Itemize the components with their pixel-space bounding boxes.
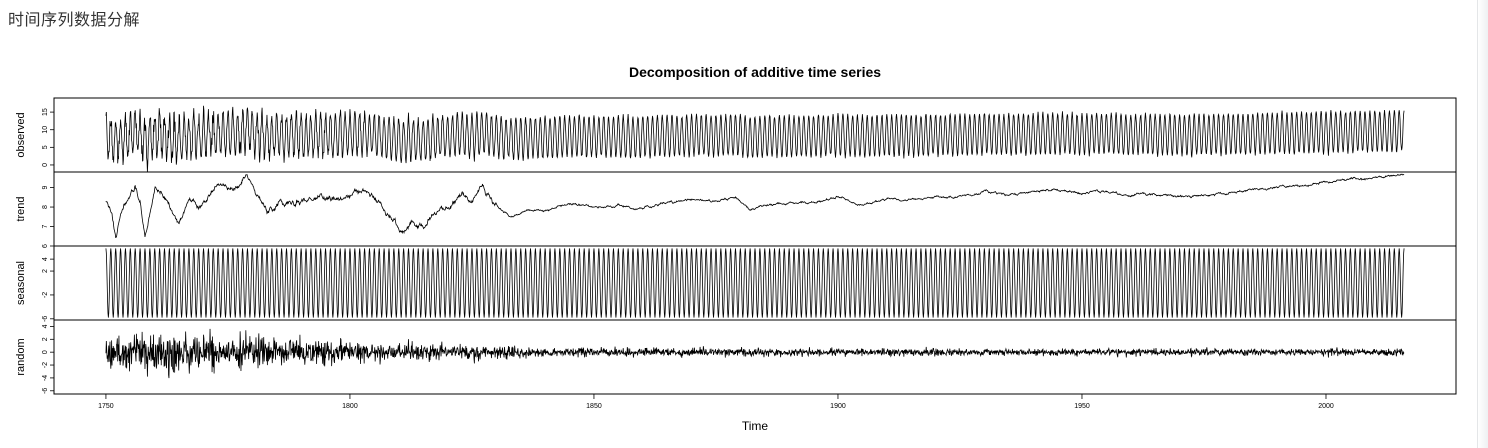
x-tick-label: 1850	[586, 403, 602, 410]
x-tick-label: 2000	[1318, 403, 1334, 410]
panel-label-seasonal: seasonal	[15, 261, 27, 305]
y-tick-label-seasonal: 4	[42, 257, 49, 261]
y-tick-label-observed: 5	[42, 145, 49, 149]
y-tick-label-random: -2	[42, 362, 49, 368]
y-tick-label-seasonal: 2	[42, 269, 49, 273]
series-line-random	[105, 328, 1405, 379]
y-tick-label-random: -6	[42, 388, 49, 394]
panel-observed: 0 5 10 15 observed	[15, 97, 1457, 173]
y-tick-label-seasonal: -2	[42, 292, 49, 298]
y-tick-label-trend: 8	[42, 205, 49, 209]
panel-trend: 6 7 8 9 trend	[15, 171, 1457, 248]
x-axis-label: Time	[742, 419, 769, 433]
x-tick-label: 1800	[342, 403, 358, 410]
y-tick-label-observed: 10	[42, 126, 49, 134]
y-tick-label-random: 2	[42, 337, 49, 341]
page-title: 时间序列数据分解	[8, 10, 141, 29]
y-tick-label-trend: 7	[42, 224, 49, 228]
chart-title: Decomposition of additive time series	[629, 64, 881, 80]
panel-random: -6 -4 -2 0 2 4 random	[15, 319, 1457, 395]
x-tick-label: 1950	[1074, 403, 1090, 410]
y-tick-label-random: 4	[42, 324, 49, 328]
series-line-trend	[105, 173, 1405, 238]
series-line-seasonal	[105, 248, 1405, 318]
series-line-observed	[105, 105, 1405, 173]
panel-label-trend: trend	[15, 196, 27, 221]
y-tick-label-observed: 0	[42, 163, 49, 167]
y-tick-label-seasonal: -6	[42, 316, 49, 322]
x-tick-label: 1900	[830, 403, 846, 410]
page-scrollbar[interactable]	[1477, 0, 1488, 448]
y-tick-label-trend: 6	[42, 244, 49, 248]
y-tick-label-trend: 9	[42, 186, 49, 190]
y-tick-label-random: -4	[42, 375, 49, 381]
x-tick-label: 1750	[98, 403, 114, 410]
panel-seasonal: -6 -2 2 4 seasonal	[15, 245, 1457, 322]
panel-label-random: random	[15, 338, 27, 375]
panel-frame-observed	[53, 97, 1457, 173]
panel-label-observed: observed	[15, 112, 27, 157]
y-tick-label-random: 0	[42, 350, 49, 354]
y-tick-label-observed: 15	[42, 108, 49, 116]
